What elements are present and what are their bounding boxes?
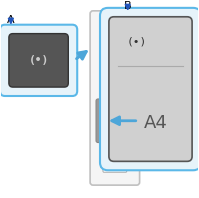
Text: (•): (•) [28, 55, 49, 65]
FancyBboxPatch shape [100, 25, 130, 37]
Text: A4: A4 [143, 114, 167, 132]
FancyBboxPatch shape [103, 149, 127, 160]
FancyBboxPatch shape [103, 161, 127, 172]
FancyBboxPatch shape [103, 138, 127, 148]
FancyBboxPatch shape [103, 57, 127, 68]
FancyBboxPatch shape [9, 34, 68, 87]
FancyBboxPatch shape [96, 99, 134, 143]
FancyBboxPatch shape [100, 8, 199, 170]
FancyBboxPatch shape [103, 69, 127, 80]
Text: B: B [124, 1, 132, 11]
Text: A: A [7, 15, 15, 25]
FancyBboxPatch shape [90, 11, 140, 185]
FancyBboxPatch shape [0, 25, 77, 96]
FancyBboxPatch shape [103, 43, 127, 53]
FancyBboxPatch shape [109, 17, 192, 161]
Text: (•): (•) [127, 37, 147, 47]
